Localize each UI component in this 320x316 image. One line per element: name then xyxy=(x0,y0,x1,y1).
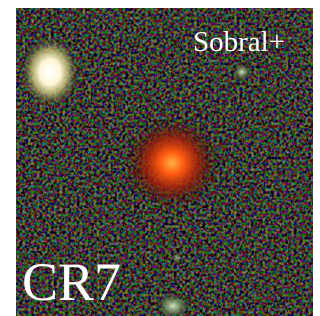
page: Sobral+ CR7 (() => { const data = JSON.p… xyxy=(0,0,313,316)
faint-source xyxy=(171,252,183,264)
object-label: CR7 xyxy=(22,252,121,312)
image: Sobral+ CR7 xyxy=(0,0,313,316)
bright-source xyxy=(20,36,80,108)
faint-source xyxy=(233,63,251,81)
credit-label: Sobral+ xyxy=(193,26,285,58)
cr7-source xyxy=(124,117,220,209)
